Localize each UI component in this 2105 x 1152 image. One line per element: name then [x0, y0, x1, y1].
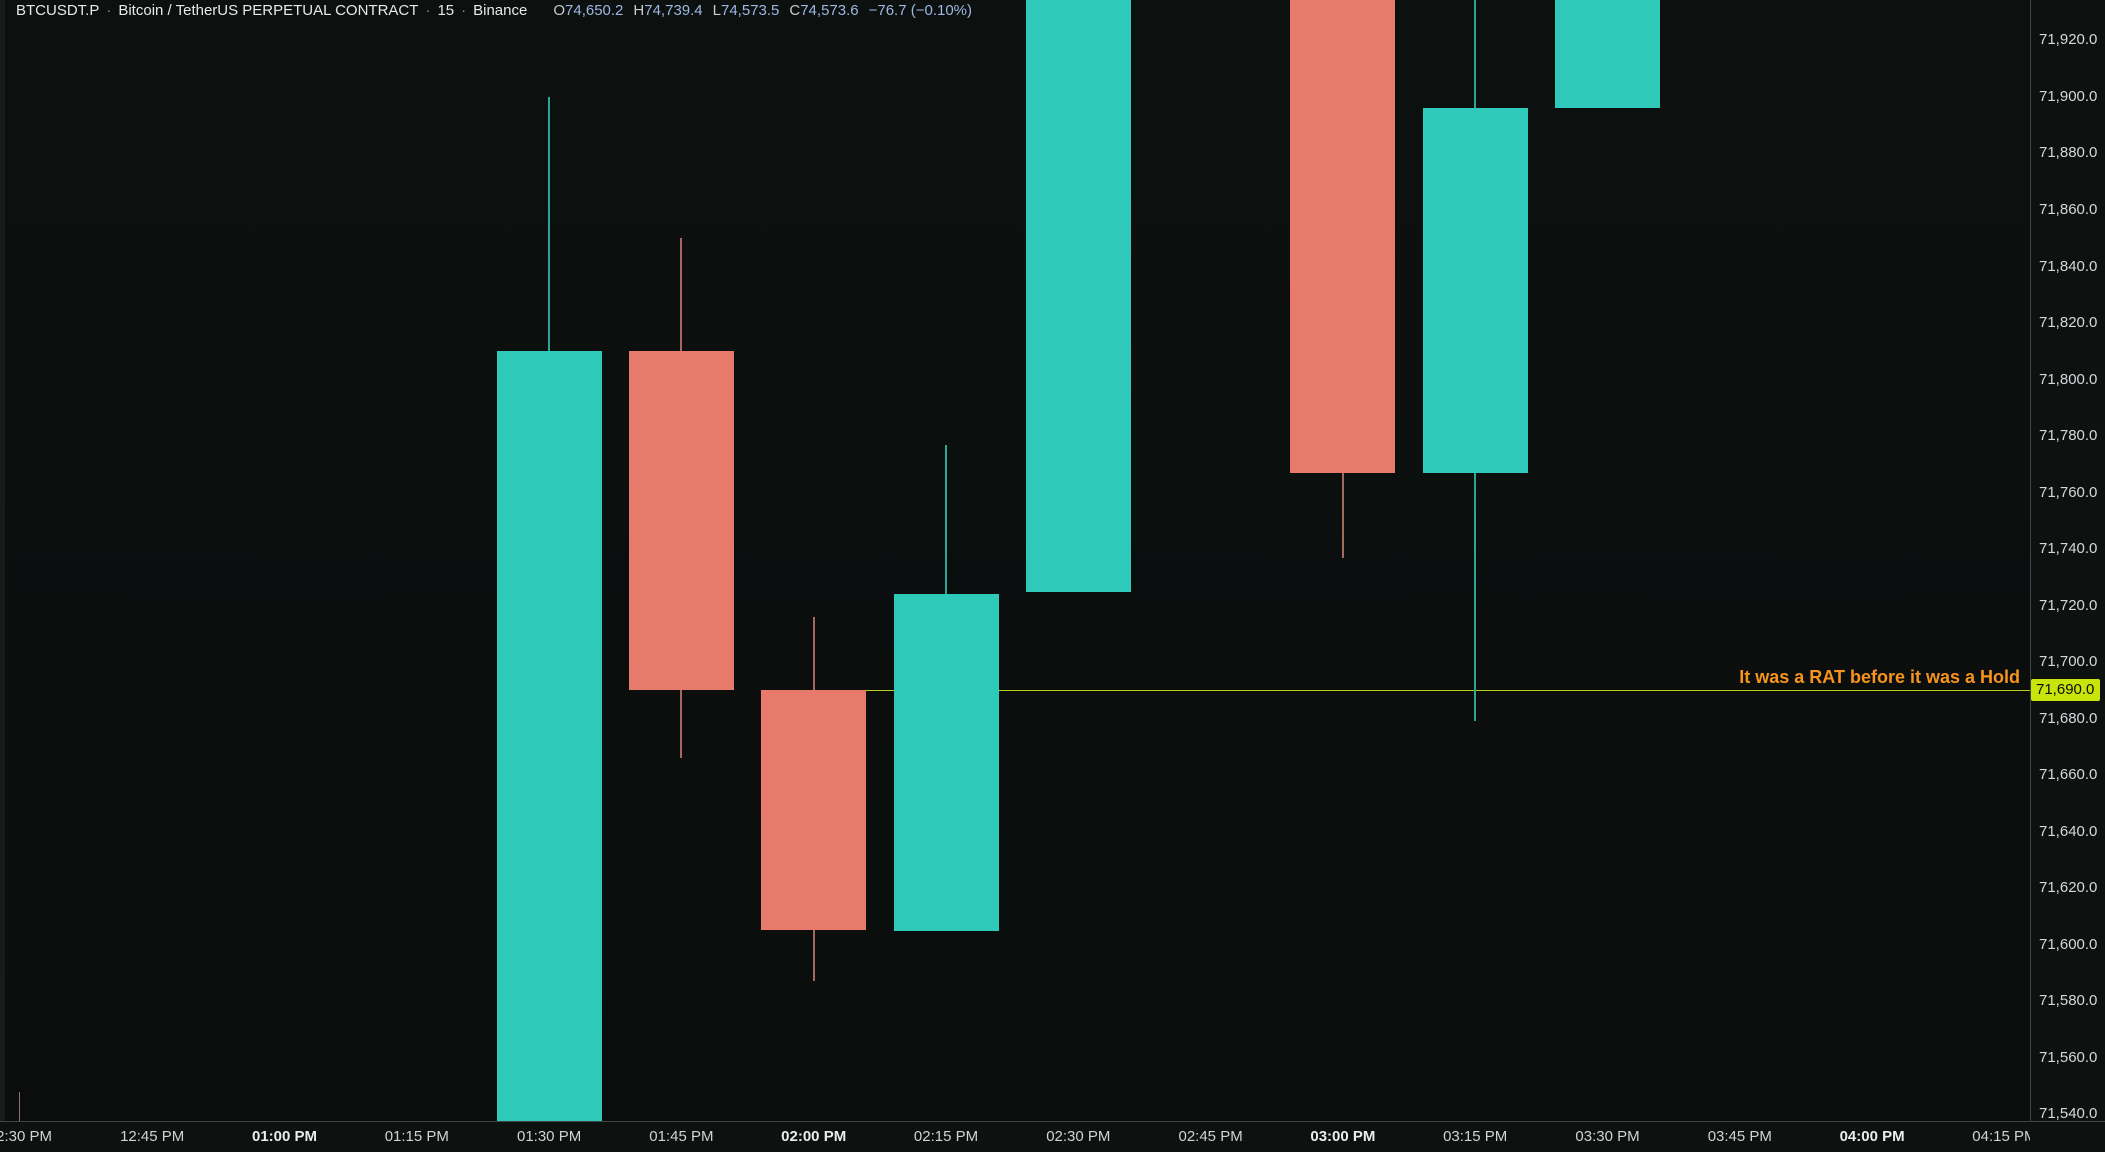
ohlc-readout: O74,650.2 H74,739.4 L74,573.5 C74,573.6 −76.…: [543, 2, 972, 19]
price-tick-label: 71,740.0: [2039, 540, 2098, 558]
price-tick-label: 71,620.0: [2039, 879, 2098, 897]
price-tick-label: 71,840.0: [2039, 257, 2098, 275]
candle[interactable]: [496, 351, 602, 1121]
horizontal-price-line[interactable]: [866, 690, 2030, 691]
candle[interactable]: [761, 690, 867, 931]
candle[interactable]: [1555, 0, 1660, 109]
candle[interactable]: [1422, 108, 1528, 473]
price-tick-label: 71,860.0: [2039, 201, 2098, 218]
price-tick-label: 71,800.0: [2039, 370, 2098, 388]
price-tick-label: 71,680.0: [2039, 709, 2098, 727]
price-tick-label: 71,580.0: [2039, 992, 2098, 1010]
price-tick-label: 71,560.0: [2039, 1048, 2098, 1066]
chart-header: BTCUSDT.P · Bitcoin / TetherUS PERPETUAL C…: [16, 3, 972, 19]
price-tick-label: 71,820.0: [2039, 314, 2098, 331]
time-tick-label: 01:00 PM: [251, 1128, 318, 1145]
candle-wick: [19, 1091, 21, 1121]
time-tick-label: 01:30 PM: [516, 1128, 582, 1145]
price-tick-label: 71,540.0: [2039, 1105, 2098, 1123]
time-tick-label: 02:30 PM: [1046, 1128, 1111, 1145]
time-tick-label: 01:15 PM: [384, 1128, 449, 1145]
time-tick-label: 03:45 PM: [1707, 1128, 1772, 1145]
close-value: 74,573.6: [800, 2, 859, 19]
candle[interactable]: [1290, 0, 1396, 473]
price-tick-label: 71,900.0: [2039, 87, 2098, 105]
interval-value[interactable]: 15: [437, 2, 455, 19]
candle[interactable]: [628, 351, 734, 691]
price-tick-label: 71,600.0: [2039, 935, 2098, 953]
open-label: O: [553, 2, 566, 19]
low-value: 74,573.5: [720, 2, 780, 19]
time-tick-label: 03:15 PM: [1443, 1128, 1508, 1145]
time-tick-label: 04:00 PM: [1839, 1128, 1905, 1145]
candle[interactable]: [893, 594, 999, 931]
change-value: −76.7 (−0.10%): [868, 2, 973, 19]
time-tick-label: 03:30 PM: [1575, 1128, 1640, 1145]
time-tick-label: 02:45 PM: [1178, 1128, 1243, 1145]
price-tick-label: 71,640.0: [2039, 822, 2098, 840]
price-tick-label: 71,700.0: [2039, 653, 2098, 671]
price-tick-label: 71,880.0: [2039, 144, 2098, 162]
price-tick-label: 71,920.0: [2039, 31, 2098, 49]
low-label: L: [712, 2, 721, 19]
close-label: C: [789, 2, 801, 19]
symbol-description: Bitcoin / TetherUS PERPETUAL CONTRACT: [118, 2, 419, 19]
exchange-name: Binance: [473, 2, 528, 19]
time-tick-label: 01:45 PM: [649, 1128, 714, 1145]
separator-dot: ·: [106, 2, 112, 19]
price-tick-label: 71,760.0: [2039, 483, 2098, 501]
symbol-title[interactable]: BTCUSDT.P: [16, 2, 100, 19]
chart-pane[interactable]: It was a RAT before it was a Hold: [0, 0, 2030, 1121]
time-tick-label: 04:15 PM: [1972, 1128, 2030, 1145]
time-axis[interactable]: 12:30 PM 12:45 PM 01:00 PM 01:15 PM 01:30 PM…: [0, 1121, 2105, 1152]
candle[interactable]: [1025, 0, 1131, 592]
open-value: 74,650.2: [565, 2, 624, 19]
price-tick-label: 71,660.0: [2039, 766, 2098, 784]
price-axis[interactable]: 71,690.0 71,540.0 71,560.0 71,580.0 71,600.…: [2030, 0, 2105, 1152]
separator-dot: ·: [461, 2, 467, 19]
separator-dot: ·: [425, 2, 431, 19]
price-line-annotation[interactable]: It was a RAT before it was a Hold: [1739, 667, 2020, 687]
time-tick-label: 03:00 PM: [1310, 1128, 1376, 1145]
price-tick-label: 71,780.0: [2039, 427, 2098, 444]
time-tick-label: 12:45 PM: [120, 1128, 185, 1145]
high-label: H: [633, 2, 645, 19]
time-label-row: 12:30 PM 12:45 PM 01:00 PM 01:15 PM 01:30 PM…: [0, 1122, 2030, 1152]
high-value: 74,739.4: [644, 2, 703, 19]
time-tick-label: 02:15 PM: [913, 1128, 979, 1145]
price-line-label[interactable]: 71,690.0: [2031, 679, 2101, 702]
time-tick-label: 12:30 PM: [0, 1128, 52, 1145]
time-tick-label: 02:00 PM: [781, 1128, 847, 1145]
pane-left-edge: [0, 0, 5, 1121]
price-tick-label: 71,720.0: [2039, 596, 2098, 614]
